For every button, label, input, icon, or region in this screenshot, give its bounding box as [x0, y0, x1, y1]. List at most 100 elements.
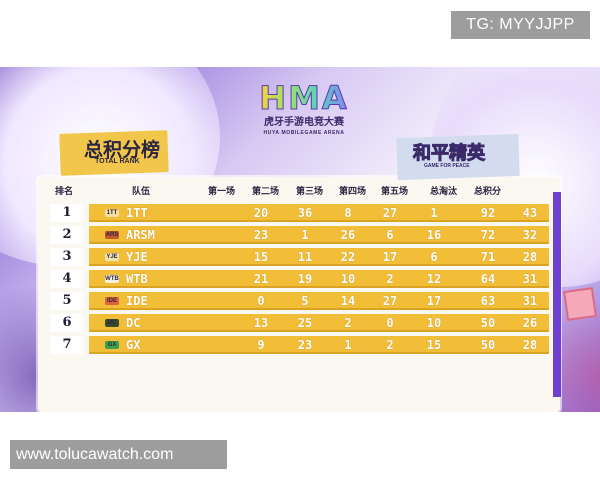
header-team: 队伍	[132, 186, 151, 196]
team-name: 1TT	[126, 206, 148, 220]
rank-number: 4	[51, 270, 83, 288]
score-g3: 22	[340, 250, 356, 264]
score-g3: 1	[344, 338, 352, 352]
score-g3: 10	[340, 272, 356, 286]
score-g1: 13	[253, 316, 269, 330]
team-logo-icon: GX	[105, 341, 119, 349]
table-row: 6 DC DC 13 25 2 0 10 50 26	[51, 314, 551, 332]
score-g2: 11	[297, 250, 313, 264]
score-g5: 17	[426, 294, 442, 308]
score-kills: 63	[480, 294, 496, 308]
score-g4: 2	[386, 338, 394, 352]
team-name: GX	[126, 338, 141, 352]
page-subtitle: TOTAL RANK	[95, 158, 140, 165]
game-badge-subtitle: GAME FOR PEACE	[424, 163, 470, 169]
score-g2: 25	[297, 316, 313, 330]
event-name-cn: 虎牙手游电竞大赛	[264, 117, 344, 128]
team-logo-icon: IDE	[105, 297, 119, 305]
event-logo: HMA 虎牙手游电竞大赛 HUYA MOBILEGAME ARENA	[258, 81, 350, 137]
table-row: 7 GX GX 9 23 1 2 15 50 28	[51, 336, 551, 354]
score-total: 32	[522, 228, 538, 242]
score-g2: 19	[297, 272, 313, 286]
header-total: 总积分	[474, 186, 502, 196]
score-g1: 0	[257, 294, 265, 308]
header-game4: 第四场	[339, 186, 367, 196]
header-game5: 第五场	[381, 186, 409, 196]
score-total: 28	[522, 338, 538, 352]
table-row: 4 WTB WTB 21 19 10 2 12 64 31	[51, 270, 551, 288]
table-row: 1 1TT 1TT 20 36 8 27 1 92 43	[51, 204, 551, 222]
score-g4: 2	[386, 272, 394, 286]
score-g2: 36	[297, 206, 313, 220]
score-g3: 2	[344, 316, 352, 330]
score-kills: 50	[480, 338, 496, 352]
row-bar: 1TT 1TT 20 36 8 27 1 92 43	[89, 204, 549, 222]
team-name: YJE	[126, 250, 148, 264]
header-rank: 排名	[55, 186, 74, 196]
score-g5: 12	[426, 272, 442, 286]
score-g2: 23	[297, 338, 313, 352]
rank-number: 5	[51, 292, 83, 310]
team-name: IDE	[126, 294, 148, 308]
team-name: DC	[126, 316, 141, 330]
team-name: WTB	[126, 272, 148, 286]
score-total: 43	[522, 206, 538, 220]
score-g5: 6	[430, 250, 438, 264]
row-bar: WTB WTB 21 19 10 2 12 64 31	[89, 270, 549, 288]
rank-number: 3	[51, 248, 83, 266]
score-kills: 92	[480, 206, 496, 220]
score-total: 26	[522, 316, 538, 330]
team-logo-icon: YJE	[105, 253, 119, 261]
team-logo-icon: WTB	[105, 275, 119, 283]
score-kills: 71	[480, 250, 496, 264]
header-kills: 总淘汰	[430, 186, 458, 196]
table-row: 3 YJE YJE 15 11 22 17 6 71 28	[51, 248, 551, 266]
header-game3: 第三场	[296, 186, 324, 196]
score-total: 31	[522, 294, 538, 308]
score-kills: 72	[480, 228, 496, 242]
score-total: 28	[522, 250, 538, 264]
event-logo-mark: HMA	[259, 79, 349, 117]
rank-number: 1	[51, 204, 83, 222]
row-bar: ARS ARSM 23 1 26 6 16 72 32	[89, 226, 549, 244]
score-g1: 9	[257, 338, 265, 352]
score-kills: 50	[480, 316, 496, 330]
score-g1: 23	[253, 228, 269, 242]
tg-watermark: TG: MYYJJPP	[451, 11, 590, 39]
team-logo-icon: ARS	[105, 231, 119, 239]
score-total: 31	[522, 272, 538, 286]
score-g1: 20	[253, 206, 269, 220]
team-name: ARSM	[126, 228, 155, 242]
score-g5: 10	[426, 316, 442, 330]
team-logo-icon: DC	[105, 319, 119, 327]
score-g5: 1	[430, 206, 438, 220]
card-edge-decoration	[553, 192, 561, 397]
game-badge-title: 和平精英	[413, 143, 486, 165]
score-kills: 64	[480, 272, 496, 286]
rank-number: 2	[51, 226, 83, 244]
url-watermark: www.tolucawatch.com	[10, 440, 227, 469]
rank-number: 7	[51, 336, 83, 354]
score-g4: 27	[382, 206, 398, 220]
score-g3: 26	[340, 228, 356, 242]
score-g4: 27	[382, 294, 398, 308]
gift-box-icon	[563, 287, 597, 321]
score-g5: 16	[426, 228, 442, 242]
score-g4: 17	[382, 250, 398, 264]
score-g5: 15	[426, 338, 442, 352]
page-title: 总积分榜	[84, 139, 161, 161]
rank-number: 6	[51, 314, 83, 332]
table-row: 5 IDE IDE 0 5 14 27 17 63 31	[51, 292, 551, 310]
score-g4: 0	[386, 316, 394, 330]
score-g3: 8	[344, 206, 352, 220]
row-bar: DC DC 13 25 2 0 10 50 26	[89, 314, 549, 332]
row-bar: GX GX 9 23 1 2 15 50 28	[89, 336, 549, 354]
score-g2: 5	[301, 294, 309, 308]
header-game2: 第二场	[252, 186, 280, 196]
score-g1: 21	[253, 272, 269, 286]
standings-graphic: HMA 虎牙手游电竞大赛 HUYA MOBILEGAME ARENA 总积分榜 …	[0, 67, 600, 412]
score-g2: 1	[301, 228, 309, 242]
event-name-en: HUYA MOBILEGAME ARENA	[263, 130, 345, 136]
table-row: 2 ARS ARSM 23 1 26 6 16 72 32	[51, 226, 551, 244]
score-g3: 14	[340, 294, 356, 308]
